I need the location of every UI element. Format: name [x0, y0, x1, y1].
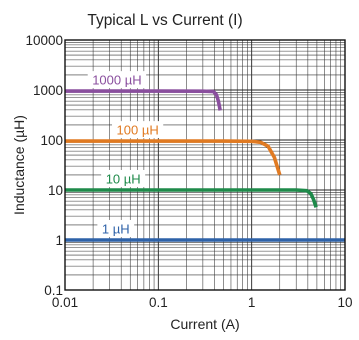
series-label-bg [112, 121, 164, 139]
y-tick-label: 0.1 [44, 283, 63, 298]
series-label-100uh: 100 µH [117, 123, 159, 138]
series-label-10uh: 10 µH [106, 172, 141, 187]
x-tick-label: 10 [337, 295, 352, 310]
x-axis-label: Current (A) [170, 316, 239, 332]
plot-frame [64, 39, 346, 291]
series-line-10uh [65, 188, 318, 208]
series-label-1000uh: 1000 µH [92, 73, 141, 88]
y-tick-labels: 10000 1000 100 10 1 0.1 [25, 33, 63, 298]
series-label-bg [87, 71, 147, 89]
series-group: 1000 µH 100 µH 10 µH 1 µH [65, 71, 345, 242]
x-tick-labels: 0.01 0.1 1 10 [52, 295, 353, 310]
x-tick-label: 0.1 [149, 295, 168, 310]
y-tick-label: 1000 [33, 83, 63, 98]
series-label-bg [101, 170, 146, 187]
series-line-100uh [65, 139, 282, 176]
x-tick-label: 0.01 [52, 295, 78, 310]
y-tick-label: 10000 [25, 33, 63, 48]
series-label-1uh: 1 µH [102, 222, 130, 237]
chart-title: Typical L vs Current (I) [87, 12, 242, 29]
x-tick-label: 1 [248, 295, 256, 310]
y-tick-label: 1 [55, 233, 63, 248]
series-line-1000uh [65, 89, 222, 111]
y-tick-label: 10 [48, 183, 63, 198]
y-tick-label: 100 [40, 133, 63, 148]
series-label-bg [97, 220, 135, 237]
y-axis-label: Inductance (µH) [11, 115, 27, 215]
